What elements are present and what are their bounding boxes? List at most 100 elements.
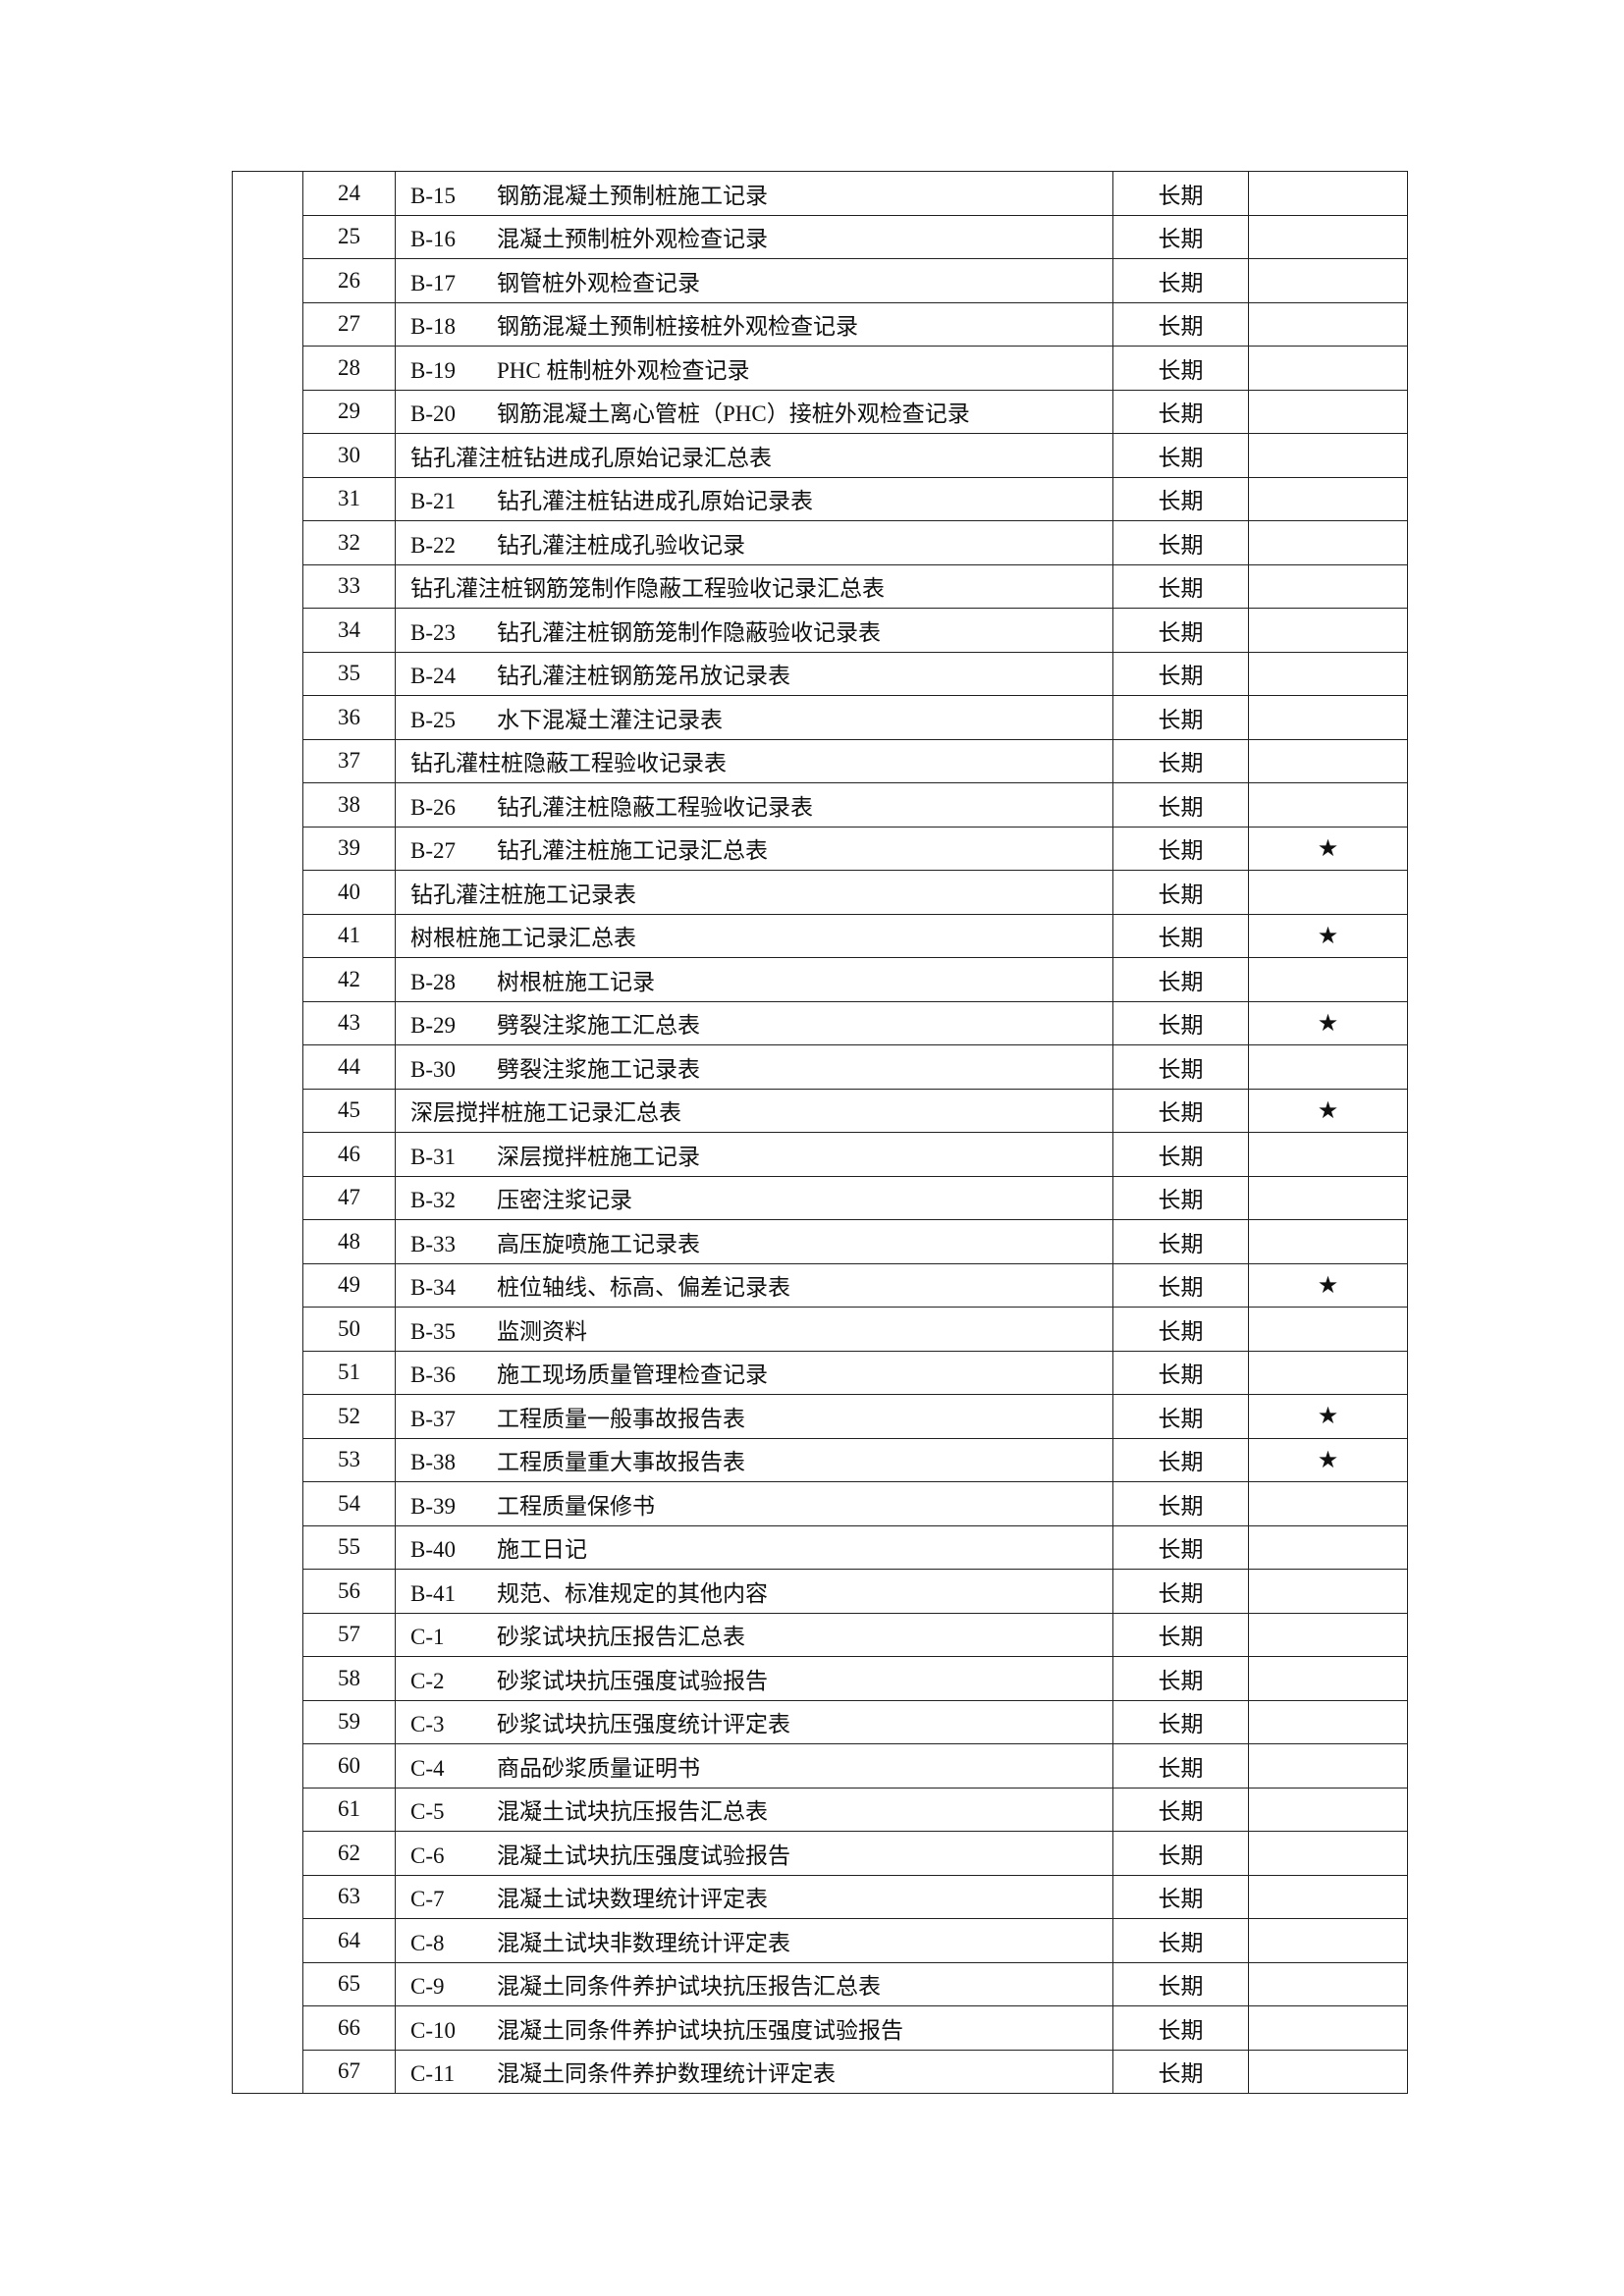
form-code: C-1 [410, 1625, 445, 1650]
star-mark [1248, 520, 1408, 565]
title-cell: B-21 钻孔灌注桩钻进成孔原始记录表 [395, 476, 1113, 521]
document-name: 混凝土同条件养护数理统计评定表 [497, 2061, 836, 2087]
document-name: 树根桩施工记录汇总表 [410, 926, 636, 951]
title-cell: B-28 树根桩施工记录 [395, 957, 1113, 1002]
star-mark [1248, 1524, 1408, 1570]
title-cell: C-1 砂浆试块抗压报告汇总表 [395, 1612, 1113, 1657]
table-row: 61 C-5 混凝土试块抗压报告汇总表 长期 [233, 1787, 1408, 1832]
star-mark [1248, 258, 1408, 303]
table-row: 40 钻孔灌注桩施工记录表 长期 [233, 870, 1408, 915]
form-code: C-10 [410, 2017, 456, 2043]
retention-period: 长期 [1112, 1743, 1249, 1789]
group-cell [232, 171, 303, 2094]
document-name: 混凝土试块数理统计评定表 [497, 1887, 768, 1912]
table-row: 43 B-29 劈裂注浆施工汇总表 长期 ★ [233, 1000, 1408, 1045]
form-code: B-22 [410, 532, 456, 558]
star-mark [1248, 1831, 1408, 1876]
row-number: 51 [302, 1350, 396, 1395]
document-name: 树根桩施工记录 [497, 969, 655, 994]
row-number: 53 [302, 1437, 396, 1482]
row-number: 38 [302, 782, 396, 828]
form-code: C-9 [410, 1974, 445, 2000]
title-cell: B-23 钻孔灌注桩钢筋笼制作隐蔽验收记录表 [395, 608, 1113, 653]
form-code: C-2 [410, 1668, 445, 1693]
retention-period: 长期 [1112, 1831, 1249, 1876]
document-name: 钻孔灌注桩钢筋笼制作隐蔽工程验收记录汇总表 [410, 576, 885, 602]
title-cell: C-8 混凝土试块非数理统计评定表 [395, 1918, 1113, 1963]
document-name: PHC 桩制桩外观检查记录 [497, 357, 750, 383]
table-row: 56 B-41 规范、标准规定的其他内容 长期 [233, 1569, 1408, 1614]
title-cell: C-7 混凝土试块数理统计评定表 [395, 1874, 1113, 1919]
retention-period: 长期 [1112, 2049, 1249, 2094]
table-row: 30 钻孔灌注桩钻进成孔原始记录汇总表 长期 [233, 433, 1408, 478]
form-code: C-7 [410, 1887, 445, 1912]
document-name: 钻孔灌注桩成孔验收记录 [497, 532, 745, 558]
row-number: 65 [302, 1961, 396, 2006]
star-mark [1248, 1175, 1408, 1220]
retention-period: 长期 [1112, 1307, 1249, 1352]
retention-period: 长期 [1112, 782, 1249, 828]
retention-period: 长期 [1112, 1132, 1249, 1177]
table-row: 33 钻孔灌注桩钢筋笼制作隐蔽工程验收记录汇总表 长期 [233, 563, 1408, 609]
table-row: 62 C-6 混凝土试块抗压强度试验报告 长期 [233, 1831, 1408, 1876]
table-row: 44 B-30 劈裂注浆施工记录表 长期 [233, 1044, 1408, 1090]
retention-period: 长期 [1112, 1874, 1249, 1919]
document-name: 钻孔灌柱桩隐蔽工程验收记录表 [410, 751, 727, 776]
table-row: 26 B-17 钢管桩外观检查记录 长期 [233, 258, 1408, 303]
star-mark: ★ [1248, 1394, 1408, 1439]
retention-period: 长期 [1112, 1787, 1249, 1832]
document-name: 砂浆试块抗压强度统计评定表 [497, 1712, 790, 1737]
retention-period: 长期 [1112, 1699, 1249, 1744]
document-name: 压密注浆记录 [497, 1188, 632, 1213]
row-number: 46 [302, 1132, 396, 1177]
retention-period: 长期 [1112, 1350, 1249, 1395]
row-number: 31 [302, 476, 396, 521]
retention-period: 长期 [1112, 738, 1249, 783]
document-name: 监测资料 [497, 1318, 587, 1344]
star-mark [1248, 1219, 1408, 1264]
document-name: 钻孔灌注桩钻进成孔原始记录汇总表 [410, 445, 772, 470]
table-row: 58 C-2 砂浆试块抗压强度试验报告 长期 [233, 1656, 1408, 1701]
title-cell: C-4 商品砂浆质量证明书 [395, 1743, 1113, 1789]
star-mark [1248, 1481, 1408, 1526]
table-row: 24 B-15 钢筋混凝土预制桩施工记录 长期 [232, 171, 1408, 2094]
star-mark [1248, 171, 1408, 216]
retention-period: 长期 [1112, 1961, 1249, 2006]
row-number: 55 [302, 1524, 396, 1570]
star-mark [1248, 1132, 1408, 1177]
star-mark: ★ [1248, 826, 1408, 871]
row-number: 26 [302, 258, 396, 303]
title-cell: 钻孔灌注桩施工记录表 [395, 870, 1113, 915]
archive-list-table: 24 B-15 钢筋混凝土预制桩施工记录 长期 25 B-16 混凝土预制桩外观检查记录 长期… [232, 171, 1408, 2094]
form-code: C-11 [410, 2061, 456, 2087]
star-mark [1248, 695, 1408, 740]
document-name: 混凝土同条件养护试块抗压强度试验报告 [497, 2017, 903, 2043]
retention-period: 长期 [1112, 1044, 1249, 1090]
star-mark [1248, 563, 1408, 609]
title-cell: 钻孔灌柱桩隐蔽工程验收记录表 [395, 738, 1113, 783]
title-cell: B-15 钢筋混凝土预制桩施工记录 [395, 171, 1113, 216]
document-name: 混凝土同条件养护试块抗压报告汇总表 [497, 1974, 881, 2000]
title-cell: B-35 监测资料 [395, 1307, 1113, 1352]
form-code: B-34 [410, 1275, 456, 1301]
star-mark [1248, 476, 1408, 521]
table-row: 49 B-34 桩位轴线、标高、偏差记录表 长期 ★ [233, 1262, 1408, 1308]
title-cell: B-24 钻孔灌注桩钢筋笼吊放记录表 [395, 651, 1113, 696]
table-row: 64 C-8 混凝土试块非数理统计评定表 长期 [233, 1918, 1408, 1963]
row-number: 33 [302, 563, 396, 609]
table-row: 25 B-16 混凝土预制桩外观检查记录 长期 [233, 214, 1408, 259]
form-code: C-3 [410, 1712, 445, 1737]
table-row: 27 B-18 钢筋混凝土预制桩接桩外观检查记录 长期 [233, 301, 1408, 347]
title-cell: B-19 PHC 桩制桩外观检查记录 [395, 346, 1113, 391]
row-number: 59 [302, 1699, 396, 1744]
form-code: B-17 [410, 270, 456, 295]
title-cell: C-6 混凝土试块抗压强度试验报告 [395, 1831, 1113, 1876]
retention-period: 长期 [1112, 520, 1249, 565]
form-code: B-39 [410, 1493, 456, 1519]
form-code: B-38 [410, 1450, 456, 1475]
table-row: 67 C-11 混凝土同条件养护数理统计评定表 长期 [233, 2049, 1408, 2094]
title-cell: B-38 工程质量重大事故报告表 [395, 1437, 1113, 1482]
star-mark [1248, 1350, 1408, 1395]
document-name: 深层搅拌桩施工记录汇总表 [410, 1100, 681, 1126]
star-mark [1248, 782, 1408, 828]
